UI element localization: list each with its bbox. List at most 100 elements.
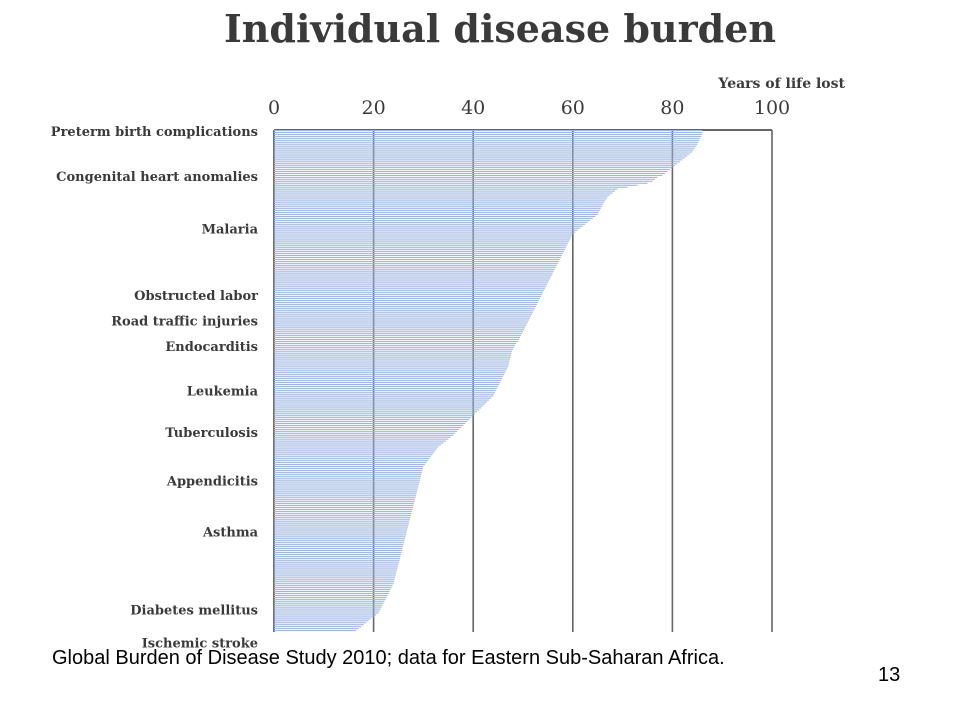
bar bbox=[274, 184, 638, 186]
bar bbox=[274, 528, 408, 530]
bar bbox=[274, 253, 563, 255]
bar bbox=[274, 231, 576, 233]
bar bbox=[274, 348, 514, 350]
x-tick-label: 60 bbox=[561, 97, 585, 119]
bar bbox=[274, 477, 421, 479]
bar bbox=[274, 385, 499, 387]
bar bbox=[274, 610, 380, 612]
bar bbox=[274, 327, 525, 329]
bar bbox=[274, 340, 519, 343]
bar bbox=[274, 137, 701, 139]
bar bbox=[274, 505, 414, 507]
bar bbox=[274, 544, 404, 546]
bar bbox=[274, 454, 433, 456]
bar bbox=[274, 485, 419, 487]
bar bbox=[274, 282, 548, 284]
bar bbox=[274, 307, 535, 309]
bar bbox=[274, 467, 423, 469]
bar bbox=[274, 311, 533, 313]
bar bbox=[274, 358, 511, 360]
bar bbox=[274, 163, 678, 165]
bar bbox=[274, 130, 703, 132]
bar bbox=[274, 598, 386, 600]
bar bbox=[274, 245, 567, 247]
bar bbox=[274, 462, 427, 464]
bar bbox=[274, 178, 655, 180]
bar bbox=[274, 153, 690, 155]
category-label: Road traffic injuries bbox=[111, 314, 258, 329]
category-label: Tuberculosis bbox=[165, 426, 258, 441]
bar bbox=[274, 239, 570, 241]
bar bbox=[274, 614, 377, 616]
bar bbox=[274, 583, 394, 585]
bar bbox=[274, 342, 517, 344]
bar bbox=[274, 165, 675, 167]
bar bbox=[274, 288, 545, 290]
bar bbox=[274, 274, 552, 276]
bar bbox=[274, 260, 559, 262]
bar bbox=[274, 313, 532, 315]
bar bbox=[274, 503, 414, 505]
x-tick-label: 40 bbox=[461, 97, 485, 119]
bar bbox=[274, 626, 362, 628]
bar bbox=[274, 149, 694, 151]
source-caption: Global Burden of Disease Study 2010; dat… bbox=[52, 647, 725, 669]
bar bbox=[274, 411, 478, 413]
bar bbox=[274, 255, 562, 257]
bar bbox=[274, 440, 446, 442]
bar bbox=[274, 495, 416, 497]
bar bbox=[274, 393, 495, 395]
bar bbox=[274, 475, 421, 477]
bar bbox=[274, 499, 415, 501]
bar bbox=[274, 526, 408, 528]
bar bbox=[274, 200, 606, 202]
bar bbox=[274, 305, 536, 307]
bar bbox=[274, 391, 496, 393]
bar bbox=[274, 131, 703, 134]
bar bbox=[274, 604, 383, 606]
bar bbox=[274, 350, 513, 352]
bar bbox=[274, 458, 430, 460]
bar bbox=[274, 186, 628, 188]
bar bbox=[274, 301, 538, 303]
bar bbox=[274, 520, 410, 522]
bar bbox=[274, 309, 534, 311]
bar bbox=[274, 204, 603, 206]
bar bbox=[274, 491, 417, 493]
bar bbox=[274, 530, 407, 532]
bar bbox=[274, 428, 460, 430]
bar bbox=[274, 434, 454, 436]
bar bbox=[274, 587, 392, 589]
bar bbox=[274, 376, 504, 378]
bar bbox=[274, 532, 407, 534]
bar bbox=[274, 397, 492, 399]
bar bbox=[274, 579, 395, 581]
bar bbox=[274, 366, 509, 368]
bar bbox=[274, 524, 409, 526]
bar bbox=[274, 534, 406, 536]
bar bbox=[274, 215, 596, 218]
bar bbox=[274, 423, 466, 425]
bar bbox=[274, 555, 401, 557]
bar bbox=[274, 508, 413, 511]
bar bbox=[274, 208, 601, 210]
bar bbox=[274, 516, 411, 518]
bar bbox=[274, 464, 425, 466]
bar bbox=[274, 430, 458, 432]
bar bbox=[274, 409, 480, 411]
bar bbox=[274, 292, 543, 294]
bar bbox=[274, 565, 398, 567]
bar bbox=[274, 620, 369, 622]
bar bbox=[274, 551, 402, 553]
bar bbox=[274, 323, 527, 325]
bar bbox=[274, 337, 521, 339]
bar bbox=[274, 622, 367, 624]
bar bbox=[274, 471, 422, 473]
bar bbox=[274, 618, 372, 620]
bar bbox=[274, 249, 565, 251]
bar bbox=[274, 557, 400, 559]
bar bbox=[274, 602, 384, 604]
bar bbox=[274, 432, 456, 434]
bar bbox=[274, 456, 431, 458]
bar bbox=[274, 403, 486, 405]
